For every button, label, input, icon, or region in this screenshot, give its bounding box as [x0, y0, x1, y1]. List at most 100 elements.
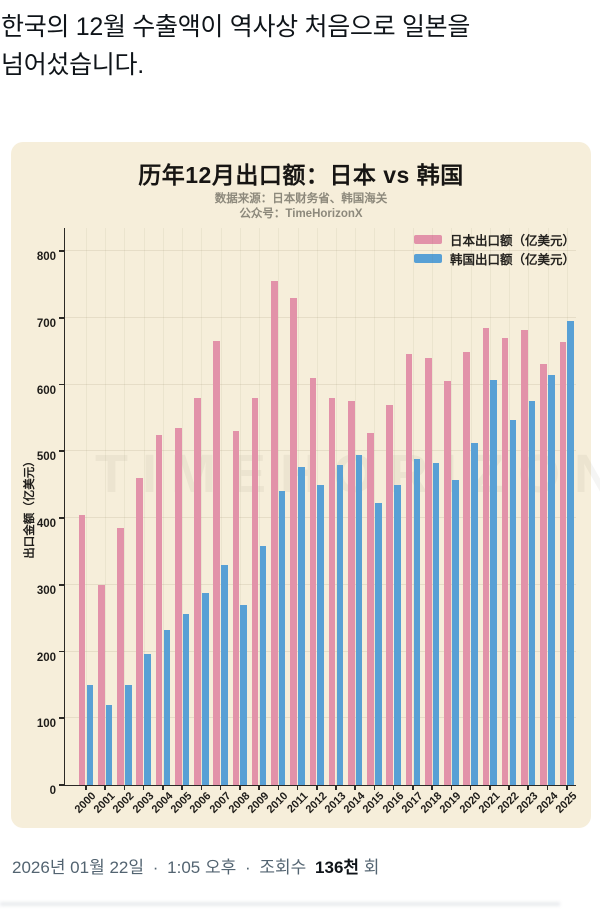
gridline-y-700	[65, 316, 576, 318]
bar-japan-2016	[386, 404, 394, 785]
bar-korea-2010	[278, 491, 286, 785]
y-tick-label-500: 500	[36, 451, 56, 464]
y-tick-label-600: 600	[36, 384, 56, 397]
chart-title: 历年12月出口额：日本 vs 韩国	[138, 162, 464, 188]
gridline-x-2006	[201, 228, 203, 785]
x-tick	[315, 786, 318, 790]
chart-account: 公众号：TimeHorizonX	[239, 208, 363, 220]
bar-korea-2017	[413, 458, 421, 785]
gridline-x-2020	[470, 228, 472, 785]
bar-japan-2004	[155, 434, 163, 785]
gridline-y-600	[65, 383, 576, 385]
meta-separator: ·	[152, 858, 159, 877]
x-tick-label-2025: 2025	[553, 790, 580, 816]
gridline-y-800	[65, 250, 576, 251]
meta-separator: ·	[244, 858, 251, 877]
bar-japan-2012	[309, 377, 317, 785]
x-tick-label-2010: 2010	[264, 790, 291, 816]
tweet-text-line1: 한국의 12월 수출액이 역사상 처음으로 일본을	[1, 13, 471, 41]
x-tick	[219, 786, 222, 790]
x-tick	[162, 786, 164, 790]
gridline-x-2007	[220, 228, 222, 785]
x-tick	[123, 786, 126, 790]
bar-korea-2019	[451, 479, 459, 785]
gridline-x-2005	[182, 228, 184, 785]
bar-japan-2005	[174, 427, 182, 785]
y-tick	[59, 450, 64, 453]
x-tick	[354, 786, 356, 790]
x-tick-label-2015: 2015	[361, 790, 387, 816]
bar-korea-2024	[548, 375, 555, 785]
views-label: 조회수	[259, 858, 307, 877]
y-tick-label-0: 0	[49, 785, 56, 797]
bar-japan-2014	[348, 401, 355, 785]
x-tick	[296, 786, 299, 790]
legend-label-korea: 韩国出口额（亿美元）	[449, 253, 575, 267]
x-tick-label-2006: 2006	[188, 790, 214, 816]
bar-korea-2009	[259, 546, 267, 785]
x-tick	[181, 786, 183, 790]
legend-item-japan: 日本出口额（亿美元）	[413, 230, 575, 249]
bar-japan-2000	[78, 514, 86, 785]
bar-korea-2022	[509, 419, 517, 785]
bar-korea-2015	[375, 503, 382, 785]
bar-japan-2003	[136, 477, 144, 785]
bar-korea-2020	[471, 443, 478, 785]
gridline-x-2000	[86, 228, 87, 785]
x-tick-label-2019: 2019	[438, 790, 464, 816]
x-tick	[450, 786, 453, 790]
bar-korea-2025	[567, 321, 574, 785]
gridline-x-2021	[489, 228, 491, 785]
gridline-x-2011	[297, 228, 299, 785]
y-tick-label-300: 300	[36, 584, 56, 597]
x-tick	[277, 786, 280, 790]
x-tick	[142, 786, 145, 790]
y-tick-label-800: 800	[36, 251, 56, 263]
bar-korea-2008	[240, 604, 248, 785]
bar-japan-2013	[328, 397, 336, 785]
bottom-divider	[0, 902, 560, 906]
legend-swatch-korea	[413, 254, 442, 263]
legend-item-korea: 韩国出口额（亿美元）	[413, 249, 575, 268]
plot-area: 出口金额（亿美元） TIMEHORIZON 010020030040050060…	[24, 228, 600, 816]
tweet-text: 한국의 12월 수출액이 역사상 처음으로 일본을 넘어섰습니다.	[1, 8, 599, 84]
gridline-x-2013	[335, 228, 337, 785]
gridline-x-2019	[451, 228, 453, 785]
x-tick	[85, 786, 87, 790]
bar-korea-2021	[490, 379, 498, 785]
chart-image[interactable]: 历年12月出口额：日本 vs 韩国 数据来源：日本财务省、韩国海关 公众号：Ti…	[11, 142, 600, 828]
bar-korea-2013	[336, 464, 344, 785]
bar-japan-2007	[213, 341, 220, 785]
x-tick-label-2011: 2011	[284, 790, 311, 816]
gridline-x-2001	[105, 228, 107, 785]
x-tick	[431, 786, 433, 790]
gridline-x-2018	[432, 228, 434, 785]
gridline-x-2008	[239, 228, 241, 785]
x-tick	[258, 786, 260, 790]
y-tick	[59, 316, 64, 319]
views-count: 136천	[315, 858, 360, 877]
bar-japan-2024	[540, 364, 547, 785]
y-tick	[59, 784, 64, 786]
x-tick	[412, 786, 414, 790]
y-tick-label-700: 700	[36, 317, 56, 330]
x-tick	[335, 786, 337, 790]
y-tick	[59, 250, 64, 252]
bar-japan-2010	[271, 281, 278, 785]
gridline-x-2012	[316, 228, 318, 785]
gridline-x-2015	[374, 228, 376, 785]
post-date: 2026년 01월 22일	[12, 858, 145, 877]
bar-korea-2011	[298, 467, 305, 785]
x-tick	[489, 786, 491, 790]
gridline-x-2024	[547, 228, 549, 785]
bar-korea-2007	[221, 564, 228, 785]
y-tick	[59, 583, 64, 586]
y-tick	[59, 383, 64, 386]
bar-japan-2021	[482, 327, 490, 785]
x-tick	[508, 786, 510, 790]
bar-japan-2015	[367, 433, 374, 785]
views-suffix: 회	[363, 858, 380, 877]
gridline-x-2017	[412, 228, 414, 785]
x-tick	[392, 786, 395, 790]
